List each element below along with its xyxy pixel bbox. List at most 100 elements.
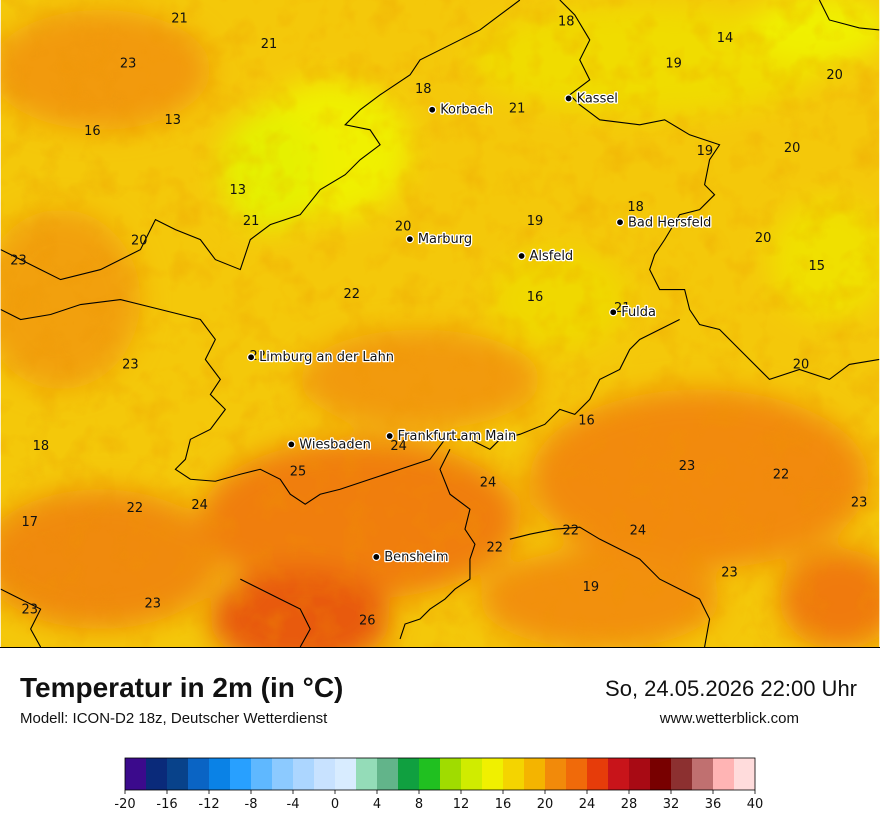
temperature-value: 19 (697, 144, 714, 159)
temperature-value: 17 (21, 515, 38, 530)
city-limburg-an-der-lahn[interactable]: Limburg an der Lahn (246, 349, 395, 367)
page-title: Temperatur in 2m (in °C) (20, 672, 344, 703)
city-wiesbaden[interactable]: Wiesbaden (287, 436, 372, 454)
temperature-value: 19 (527, 214, 544, 229)
legend-swatch (356, 758, 378, 790)
temperature-value: 22 (487, 540, 504, 555)
legend-swatch (545, 758, 567, 790)
temperature-value: 23 (21, 602, 38, 617)
legend-swatch (293, 758, 315, 790)
legend-tick-label: -16 (156, 797, 177, 812)
color-scale-legend: -20 -16 -12 -8 -4 0 4 8 12 16 20 24 28 32 36 40 (114, 757, 764, 812)
temperature-value: 13 (229, 183, 246, 198)
model-info: Modell: ICON-D2 18z, Deutscher Wetterdie… (20, 710, 328, 727)
city-marker-icon (246, 353, 256, 362)
temperature-value: 21 (243, 214, 260, 229)
legend-tick-label: 24 (579, 797, 596, 812)
temperature-value: 18 (415, 82, 432, 97)
legend-tick-label: 12 (453, 797, 470, 812)
city-fulda[interactable]: Fulda (609, 304, 657, 322)
city-marker-icon (372, 552, 381, 562)
city-label: Wiesbaden (299, 437, 371, 452)
temperature-values: 21 21 18 14 23 19 20 18 16 13 21 19 20 13 18 21 19 20 20 20… (10, 11, 867, 628)
temperature-value: 25 (290, 464, 307, 479)
city-marker-icon (287, 440, 296, 449)
city-marburg[interactable]: Marburg (405, 231, 473, 248)
temperature-value: 14 (717, 31, 734, 46)
temperature-value: 15 (808, 259, 825, 274)
temperature-value: 20 (826, 68, 843, 83)
temperature-value: 24 (480, 476, 497, 491)
legend-swatch (146, 758, 168, 790)
city-label: Bad Hersfeld (628, 215, 711, 230)
temperature-value: 20 (793, 358, 810, 373)
temperature-value: 20 (784, 141, 801, 156)
legend-swatch (671, 758, 693, 790)
legend-swatch (524, 758, 546, 790)
city-frankfurt-am-main[interactable]: Frankfurt am Main (385, 428, 517, 445)
temperature-value: 21 (171, 11, 188, 26)
legend-swatch (461, 758, 483, 790)
city-label: Alsfeld (530, 249, 574, 264)
legend-border (124, 757, 756, 791)
temperature-value: 18 (627, 200, 644, 215)
temperature-value: 23 (122, 358, 139, 373)
legend-swatch (314, 758, 336, 790)
legend-tick-label: 32 (663, 797, 680, 812)
legend-swatch (398, 758, 420, 790)
legend-swatch (650, 758, 672, 790)
temperature-value: 16 (578, 414, 595, 429)
temperature-value: 13 (165, 113, 182, 128)
temperature-value: 20 (395, 220, 412, 235)
legend-tick-label: -12 (198, 797, 219, 812)
legend-tick-label: -20 (114, 797, 135, 812)
city-label: Limburg an der Lahn (259, 350, 394, 365)
city-alsfeld[interactable]: Alsfeld (517, 248, 574, 265)
city-marker-icon (609, 308, 618, 317)
legend-swatch (566, 758, 588, 790)
temperature-value: 26 (359, 614, 376, 629)
city-label: Fulda (621, 305, 656, 320)
city-bad-hersfeld[interactable]: Bad Hersfeld (615, 214, 713, 232)
temperature-value: 19 (665, 56, 682, 71)
city-label: Kassel (577, 91, 618, 106)
temperature-value: 19 (583, 580, 600, 595)
city-marker-icon (385, 431, 394, 441)
city-kassel[interactable]: Kassel (564, 90, 619, 108)
temperature-value: 22 (563, 523, 580, 538)
website-link[interactable]: www.wetterblick.com (659, 710, 799, 727)
city-bensheim[interactable]: Bensheim (372, 549, 450, 566)
temperature-value: 23 (10, 253, 27, 268)
city-label: Bensheim (384, 550, 448, 565)
city-korbach[interactable]: Korbach (428, 101, 494, 119)
temperature-value: 24 (390, 439, 407, 454)
city-marker-icon (428, 105, 437, 114)
legend-tick-label: -8 (245, 797, 258, 812)
legend-swatch (692, 758, 714, 790)
city-label: Marburg (418, 232, 472, 247)
temperature-value: 21 (614, 301, 631, 316)
legend-swatch (587, 758, 609, 790)
temperature-value: 22 (773, 467, 790, 482)
temperature-value: 18 (558, 14, 575, 29)
city-marker-icon (615, 218, 625, 227)
temperature-value: 24 (630, 523, 647, 538)
temperature-map[interactable]: 21 21 18 14 23 19 20 18 16 13 21 19 20 13 18 21 19 20 20 20… (0, 0, 880, 648)
temperature-value: 23 (120, 56, 137, 71)
temperature-value: 23 (144, 597, 161, 612)
temperature-value: 24 (191, 498, 208, 513)
legend-swatch (125, 758, 147, 790)
legend-swatch (230, 758, 252, 790)
city-marker-icon (405, 235, 414, 244)
legend-swatch (377, 758, 399, 790)
temperature-value: 16 (84, 124, 101, 139)
legend-swatch (251, 758, 273, 790)
legend-swatch (734, 758, 756, 790)
city-label: Korbach (440, 103, 493, 118)
temperature-field (0, 0, 880, 647)
temperature-value: 18 (33, 439, 50, 454)
legend-tick-label: 40 (747, 797, 764, 812)
legend-swatch (482, 758, 504, 790)
legend-swatch (629, 758, 651, 790)
legend-swatch (188, 758, 210, 790)
